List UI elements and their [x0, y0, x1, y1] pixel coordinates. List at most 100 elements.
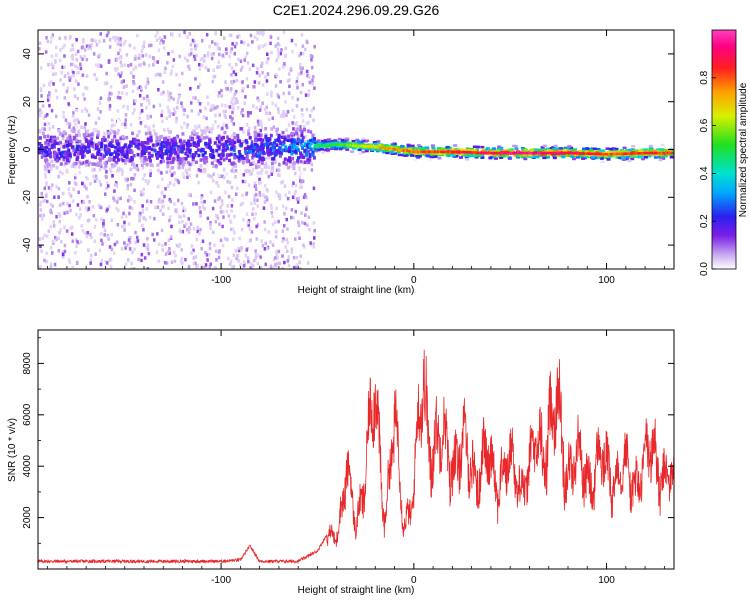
heatmap-cell: [147, 153, 151, 158]
heatmap-cell: [86, 177, 89, 181]
heatmap-cell: [134, 99, 137, 103]
heatmap-cell: [529, 149, 534, 152]
heatmap-cell: [460, 150, 463, 154]
heatmap-cell: [259, 119, 263, 124]
heatmap-cell: [139, 121, 143, 125]
heatmap-cell: [288, 91, 291, 96]
heatmap-cell: [364, 149, 369, 153]
heatmap-cell: [259, 133, 263, 137]
heatmap-cell: [412, 150, 415, 153]
heatmap-cell: [656, 150, 660, 153]
heatmap-cell: [224, 190, 227, 195]
heatmap-cell: [209, 262, 212, 266]
heatmap-cell: [259, 255, 262, 259]
heatmap-cell: [266, 145, 269, 149]
heatmap-cell: [71, 47, 75, 52]
snr-x-axis-label: Height of straight line (km): [298, 585, 415, 596]
heatmap-cell: [100, 164, 103, 169]
heatmap-cell: [591, 152, 594, 156]
heatmap-cell: [431, 146, 436, 150]
heatmap-cell: [222, 145, 226, 149]
heatmap-cell: [40, 89, 43, 93]
heatmap-cell: [598, 152, 601, 156]
heatmap-cell: [50, 108, 54, 113]
heatmap-cell: [276, 256, 279, 260]
heatmap-cell: [277, 249, 281, 254]
heatmap-cell: [69, 208, 72, 213]
heatmap-cell: [200, 200, 204, 205]
heatmap-cell: [70, 128, 73, 133]
heatmap-cell: [96, 130, 100, 134]
heatmap-cell: [196, 135, 200, 139]
heatmap-cell: [202, 115, 206, 119]
heatmap-cell: [224, 109, 227, 114]
heatmap-cell: [561, 155, 566, 159]
heatmap-cell: [57, 174, 60, 179]
heatmap-cell: [520, 147, 525, 150]
heatmap-cell: [196, 148, 200, 152]
heatmap-cell: [214, 106, 217, 110]
heatmap-cell: [142, 187, 145, 192]
heatmap-cell: [64, 143, 68, 147]
heatmap-cell: [345, 138, 350, 142]
heatmap-cell: [240, 111, 243, 115]
heatmap-cell: [529, 151, 532, 155]
heatmap-cell: [299, 171, 303, 176]
heatmap-cell: [175, 243, 179, 248]
heatmap-cell: [148, 131, 152, 135]
heatmap-cell: [667, 150, 672, 153]
heatmap-cell: [58, 132, 62, 136]
heatmap-cell: [250, 201, 253, 206]
heatmap-cell: [295, 104, 299, 108]
heatmap-cell: [232, 161, 236, 165]
heatmap-cell: [421, 150, 424, 154]
heatmap-cell: [141, 177, 145, 181]
heatmap-cell: [119, 146, 122, 151]
heatmap-cell: [439, 147, 444, 150]
heatmap-cell: [564, 151, 568, 155]
heatmap-cell: [291, 121, 294, 125]
heatmap-cell: [89, 261, 92, 265]
heatmap-cell: [234, 168, 238, 173]
heatmap-cell: [205, 116, 208, 121]
heatmap-cell: [167, 94, 171, 98]
heatmap-cell: [245, 191, 249, 196]
heatmap-cell: [606, 153, 609, 156]
heatmap-cell: [307, 93, 310, 97]
heatmap-cell: [481, 151, 484, 155]
heatmap-cell: [275, 143, 279, 147]
heatmap-cell: [194, 261, 197, 266]
heatmap-cell: [257, 46, 261, 50]
heatmap-cell: [254, 152, 258, 157]
heatmap-cell: [270, 50, 273, 55]
heatmap-cell: [282, 161, 286, 165]
heatmap-cell: [48, 95, 52, 100]
colorbar: 0.00.20.40.60.8 Normalized spectral ampl…: [699, 29, 749, 276]
heatmap-cell: [186, 161, 190, 165]
colorbar-tick-label: 0.0: [699, 262, 710, 276]
heatmap-cell: [527, 155, 532, 158]
heatmap-cell: [597, 154, 602, 157]
heatmap-cell: [384, 147, 387, 150]
heatmap-cell: [286, 110, 290, 114]
heatmap-cell: [507, 151, 511, 155]
heatmap-cell: [396, 150, 401, 154]
heatmap-cell: [64, 161, 68, 165]
heatmap-cell: [51, 251, 54, 255]
heatmap-cell: [58, 214, 62, 218]
heatmap-cell: [111, 144, 115, 148]
heatmap-cell: [473, 151, 477, 154]
heatmap-cell: [518, 151, 521, 155]
heatmap-cell: [308, 114, 312, 118]
heatmap-cell: [276, 151, 280, 155]
heatmap-cell: [116, 142, 120, 147]
heatmap-cell: [184, 222, 188, 227]
heatmap-cell: [219, 161, 223, 166]
heatmap-cell: [38, 142, 42, 146]
heatmap-cell: [336, 144, 340, 148]
heatmap-cell: [274, 44, 277, 48]
heatmap-cell: [531, 151, 534, 155]
heatmap-cell: [54, 72, 58, 76]
heatmap-cell: [571, 151, 574, 155]
heatmap-cell: [278, 43, 281, 47]
